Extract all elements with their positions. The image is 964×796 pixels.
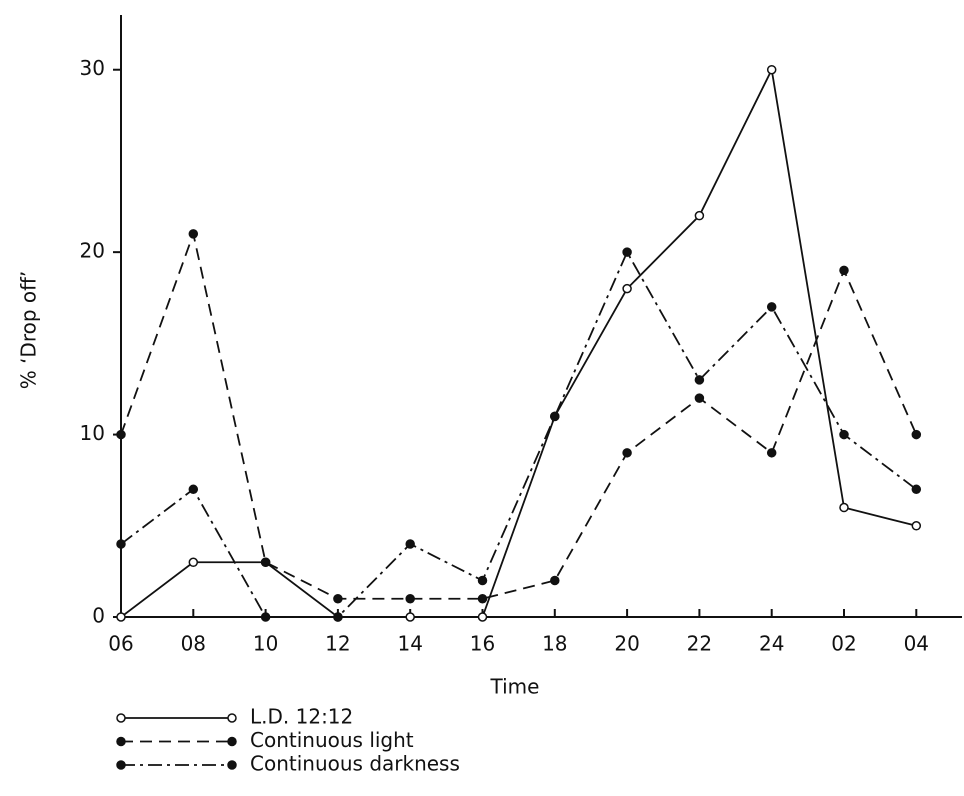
x-tick-label: 10 <box>253 632 278 656</box>
data-point <box>694 393 705 403</box>
data-point <box>188 484 199 495</box>
legend-marker <box>116 760 126 770</box>
data-point <box>477 594 488 604</box>
series-line <box>120 230 918 600</box>
series-line <box>120 250 917 618</box>
y-tick-label: 20 <box>80 239 105 263</box>
data-point <box>911 429 922 440</box>
data-point <box>405 539 415 549</box>
x-tick-label: 06 <box>108 632 133 656</box>
legend-label: Continuous darkness <box>250 752 460 776</box>
y-tick-label: 30 <box>80 56 105 80</box>
x-tick-label: 02 <box>831 632 856 656</box>
x-tick-label: 04 <box>904 632 929 656</box>
legend-marker <box>227 713 237 723</box>
data-point <box>839 502 849 513</box>
data-point <box>766 302 777 312</box>
data-point <box>911 521 922 531</box>
data-point <box>622 448 632 458</box>
legend-marker <box>116 736 126 747</box>
data-point <box>622 247 632 257</box>
data-point <box>260 612 271 622</box>
series-line <box>120 66 917 618</box>
data-point <box>188 229 199 239</box>
x-tick-label: 24 <box>759 632 784 656</box>
data-point <box>766 448 777 458</box>
legend-marker <box>116 713 126 723</box>
data-point <box>188 557 199 568</box>
y-tick-label: 0 <box>92 604 105 628</box>
legend-marker <box>227 760 237 770</box>
x-tick-label: 16 <box>470 632 495 656</box>
data-point <box>550 411 560 422</box>
data-point <box>116 539 126 549</box>
x-tick-label: 12 <box>325 632 350 656</box>
data-point <box>116 612 126 622</box>
x-axis-label: Time <box>490 675 540 699</box>
data-point <box>694 210 705 221</box>
data-point <box>260 557 271 568</box>
data-point <box>766 64 777 75</box>
data-point <box>116 429 126 440</box>
data-point <box>622 283 632 294</box>
data-point <box>333 612 343 622</box>
legend-label: Continuous light <box>250 728 414 752</box>
x-tick-label: 20 <box>614 632 639 656</box>
legend-marker <box>227 736 237 747</box>
data-point <box>405 612 415 622</box>
x-tick-label: 14 <box>397 632 422 656</box>
y-tick-label: 10 <box>80 421 105 445</box>
data-point <box>550 575 560 586</box>
x-tick-label: 22 <box>687 632 712 656</box>
data-point <box>839 429 849 440</box>
data-point <box>405 594 415 604</box>
data-point <box>911 484 922 495</box>
legend-label: L.D. 12:12 <box>250 705 353 729</box>
data-point <box>333 594 343 604</box>
x-tick-label: 08 <box>181 632 206 656</box>
data-point <box>477 575 488 586</box>
data-point <box>694 375 705 385</box>
y-axis-label: % ‘Drop off’ <box>17 271 41 390</box>
data-point <box>477 612 488 622</box>
data-point <box>839 265 849 276</box>
x-tick-label: 18 <box>542 632 567 656</box>
